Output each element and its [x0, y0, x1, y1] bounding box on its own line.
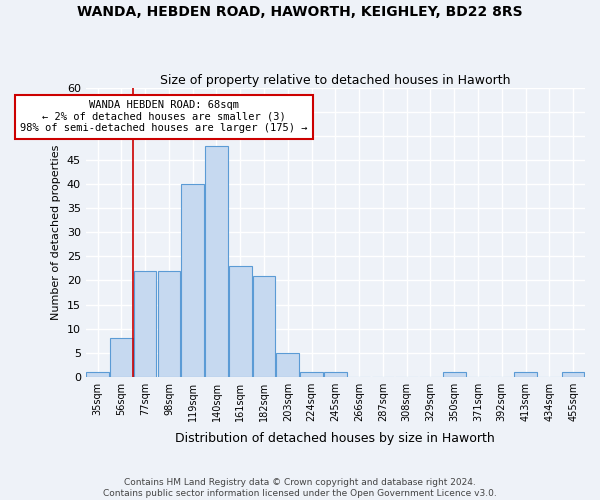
Bar — [229, 266, 251, 376]
Bar — [514, 372, 537, 376]
Y-axis label: Number of detached properties: Number of detached properties — [51, 144, 61, 320]
Text: WANDA HEBDEN ROAD: 68sqm
← 2% of detached houses are smaller (3)
98% of semi-det: WANDA HEBDEN ROAD: 68sqm ← 2% of detache… — [20, 100, 308, 134]
Bar — [158, 271, 180, 376]
Text: WANDA, HEBDEN ROAD, HAWORTH, KEIGHLEY, BD22 8RS: WANDA, HEBDEN ROAD, HAWORTH, KEIGHLEY, B… — [77, 5, 523, 19]
Bar — [86, 372, 109, 376]
X-axis label: Distribution of detached houses by size in Haworth: Distribution of detached houses by size … — [175, 432, 495, 445]
Bar — [134, 271, 157, 376]
Bar — [253, 276, 275, 376]
Bar — [277, 352, 299, 376]
Bar — [205, 146, 228, 376]
Bar — [443, 372, 466, 376]
Bar — [300, 372, 323, 376]
Title: Size of property relative to detached houses in Haworth: Size of property relative to detached ho… — [160, 74, 511, 87]
Bar — [181, 184, 204, 376]
Bar — [110, 338, 133, 376]
Bar — [324, 372, 347, 376]
Text: Contains HM Land Registry data © Crown copyright and database right 2024.
Contai: Contains HM Land Registry data © Crown c… — [103, 478, 497, 498]
Bar — [562, 372, 584, 376]
